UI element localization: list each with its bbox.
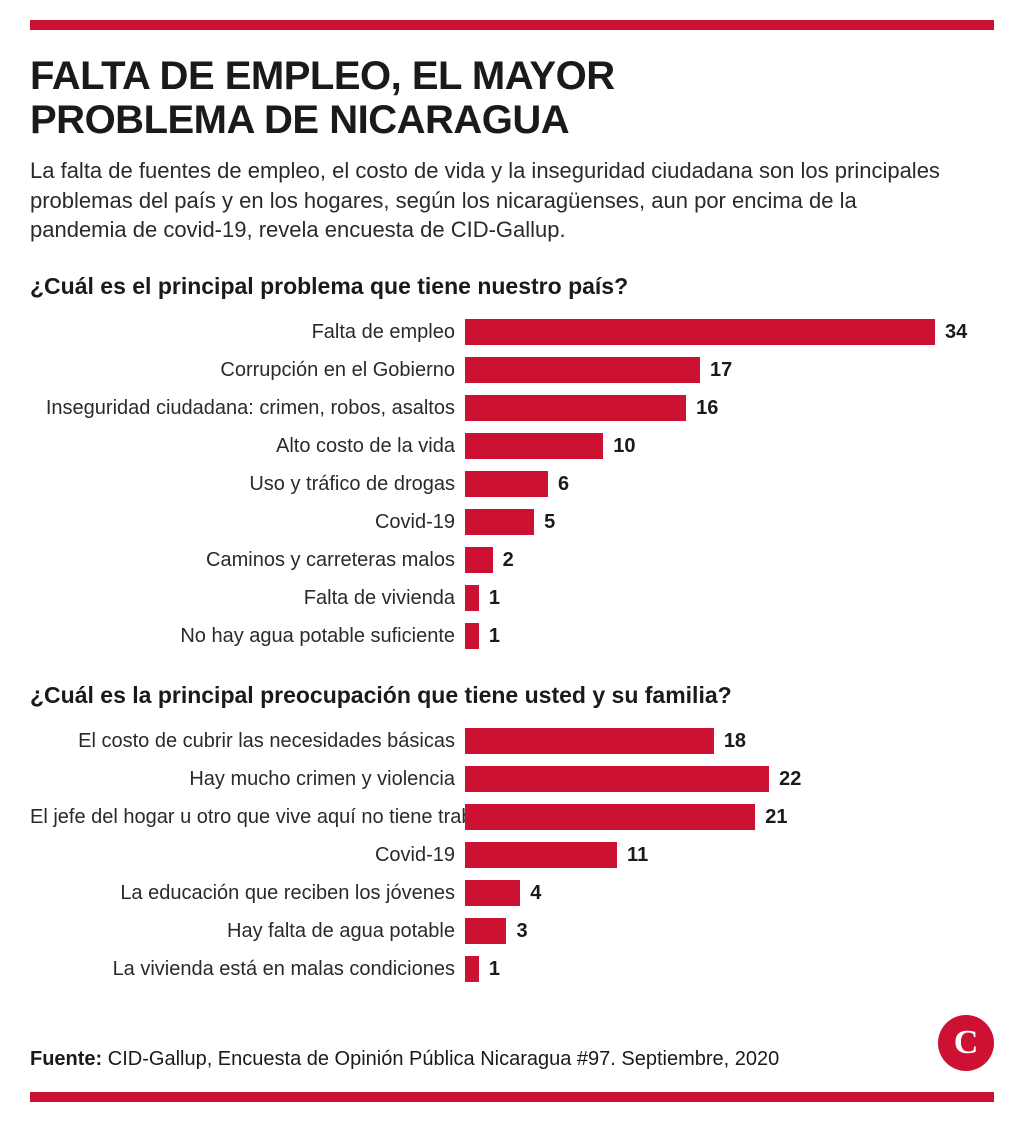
bar-row: Covid-19 11 — [30, 839, 994, 871]
source-label: Fuente: — [30, 1048, 102, 1070]
bar — [465, 319, 935, 345]
bar-label: Hay mucho crimen y violencia — [30, 768, 465, 791]
bar-row: Falta de vivienda 1 — [30, 582, 994, 614]
subtitle: La falta de fuentes de empleo, el costo … — [30, 156, 950, 245]
bar-label: Falta de vivienda — [30, 587, 465, 610]
bar-row: Hay mucho crimen y violencia 22 — [30, 763, 994, 795]
publisher-logo: C — [938, 1015, 994, 1071]
bar-track: 5 — [465, 506, 994, 538]
bar — [465, 585, 479, 611]
bar-value: 5 — [544, 511, 555, 534]
headline-line1: FALTA DE EMPLEO, EL MAYOR — [30, 54, 615, 98]
bar-value: 1 — [489, 587, 500, 610]
bar-track: 11 — [465, 839, 994, 871]
bar-row: Caminos y carreteras malos 2 — [30, 544, 994, 576]
bar-track: 1 — [465, 620, 994, 652]
bar-row: Covid-19 5 — [30, 506, 994, 538]
bar-label: El costo de cubrir las necesidades básic… — [30, 730, 465, 753]
bar — [465, 433, 603, 459]
bar-track: 21 — [465, 801, 994, 833]
bar — [465, 766, 769, 792]
bar-label: Inseguridad ciudadana: crimen, robos, as… — [30, 397, 465, 420]
bar-track: 2 — [465, 544, 994, 576]
bar-label: Uso y tráfico de drogas — [30, 473, 465, 496]
bar — [465, 623, 479, 649]
bar-label: No hay agua potable suficiente — [30, 625, 465, 648]
bar-row: Inseguridad ciudadana: crimen, robos, as… — [30, 392, 994, 424]
bar-label: Covid-19 — [30, 511, 465, 534]
bar-value: 6 — [558, 473, 569, 496]
bar-row: El costo de cubrir las necesidades básic… — [30, 725, 994, 757]
bar — [465, 804, 755, 830]
bar-track: 16 — [465, 392, 994, 424]
bar-row: No hay agua potable suficiente 1 — [30, 620, 994, 652]
bar-row: Corrupción en el Gobierno 17 — [30, 354, 994, 386]
bar-value: 1 — [489, 625, 500, 648]
chart2-title: ¿Cuál es la principal preocupación que t… — [30, 682, 994, 709]
bar-row: Hay falta de agua potable 3 — [30, 915, 994, 947]
bar-value: 22 — [779, 768, 801, 791]
bar — [465, 918, 506, 944]
bar — [465, 956, 479, 982]
bar-label: La educación que reciben los jóvenes — [30, 882, 465, 905]
source-value: CID-Gallup, Encuesta de Opinión Pública … — [108, 1048, 780, 1070]
bar-label: Falta de empleo — [30, 321, 465, 344]
bar — [465, 471, 548, 497]
bar-value: 11 — [627, 844, 648, 867]
bar — [465, 509, 534, 535]
bar-value: 17 — [710, 359, 732, 382]
bar — [465, 728, 714, 754]
bottom-accent-bar — [30, 1092, 994, 1102]
bar-value: 21 — [765, 806, 787, 829]
chart1-rows: Falta de empleo 34 Corrupción en el Gobier… — [30, 316, 994, 652]
bar-label: El jefe del hogar u otro que vive aquí n… — [30, 806, 465, 829]
bar-track: 3 — [465, 915, 994, 947]
bar-track: 17 — [465, 354, 994, 386]
bar-track: 10 — [465, 430, 994, 462]
bar-label: Caminos y carreteras malos — [30, 549, 465, 572]
bar — [465, 547, 493, 573]
top-accent-bar — [30, 20, 994, 30]
bar — [465, 842, 617, 868]
footer-row: Fuente: CID-Gallup, Encuesta de Opinión … — [30, 1015, 994, 1071]
bar-label: Alto costo de la vida — [30, 435, 465, 458]
bar-track: 34 — [465, 316, 994, 348]
bar-value: 18 — [724, 730, 746, 753]
headline-line2: PROBLEMA DE NICARAGUA — [30, 98, 569, 142]
bar-label: Hay falta de agua potable — [30, 920, 465, 943]
bar-value: 2 — [503, 549, 514, 572]
bar-row: El jefe del hogar u otro que vive aquí n… — [30, 801, 994, 833]
bar — [465, 880, 520, 906]
bar-label: Covid-19 — [30, 844, 465, 867]
bar-track: 22 — [465, 763, 994, 795]
bar — [465, 395, 686, 421]
bar-row: La vivienda está en malas condiciones 1 — [30, 953, 994, 985]
bar-row: La educación que reciben los jóvenes 4 — [30, 877, 994, 909]
bar-label: Corrupción en el Gobierno — [30, 359, 465, 382]
bar-value: 3 — [516, 920, 527, 943]
bar-row: Alto costo de la vida 10 — [30, 430, 994, 462]
bar-label: La vivienda está en malas condiciones — [30, 958, 465, 981]
bar-value: 1 — [489, 958, 500, 981]
chart-country-problems: ¿Cuál es el principal problema que tiene… — [30, 273, 994, 652]
bar-value: 16 — [696, 397, 718, 420]
bar-track: 1 — [465, 582, 994, 614]
publisher-logo-letter: C — [954, 1024, 979, 1062]
chart2-rows: El costo de cubrir las necesidades básic… — [30, 725, 994, 985]
chart-family-concerns: ¿Cuál es la principal preocupación que t… — [30, 682, 994, 985]
bar-track: 18 — [465, 725, 994, 757]
bar-value: 4 — [530, 882, 541, 905]
bar-row: Uso y tráfico de drogas 6 — [30, 468, 994, 500]
headline: FALTA DE EMPLEO, EL MAYOR PROBLEMA DE NI… — [30, 54, 994, 142]
bar-track: 6 — [465, 468, 994, 500]
chart1-title: ¿Cuál es el principal problema que tiene… — [30, 273, 994, 300]
bar-value: 10 — [613, 435, 635, 458]
bar-track: 1 — [465, 953, 994, 985]
source-text: Fuente: CID-Gallup, Encuesta de Opinión … — [30, 1048, 779, 1071]
bar-track: 4 — [465, 877, 994, 909]
bar-value: 34 — [945, 321, 967, 344]
bar-row: Falta de empleo 34 — [30, 316, 994, 348]
bar — [465, 357, 700, 383]
